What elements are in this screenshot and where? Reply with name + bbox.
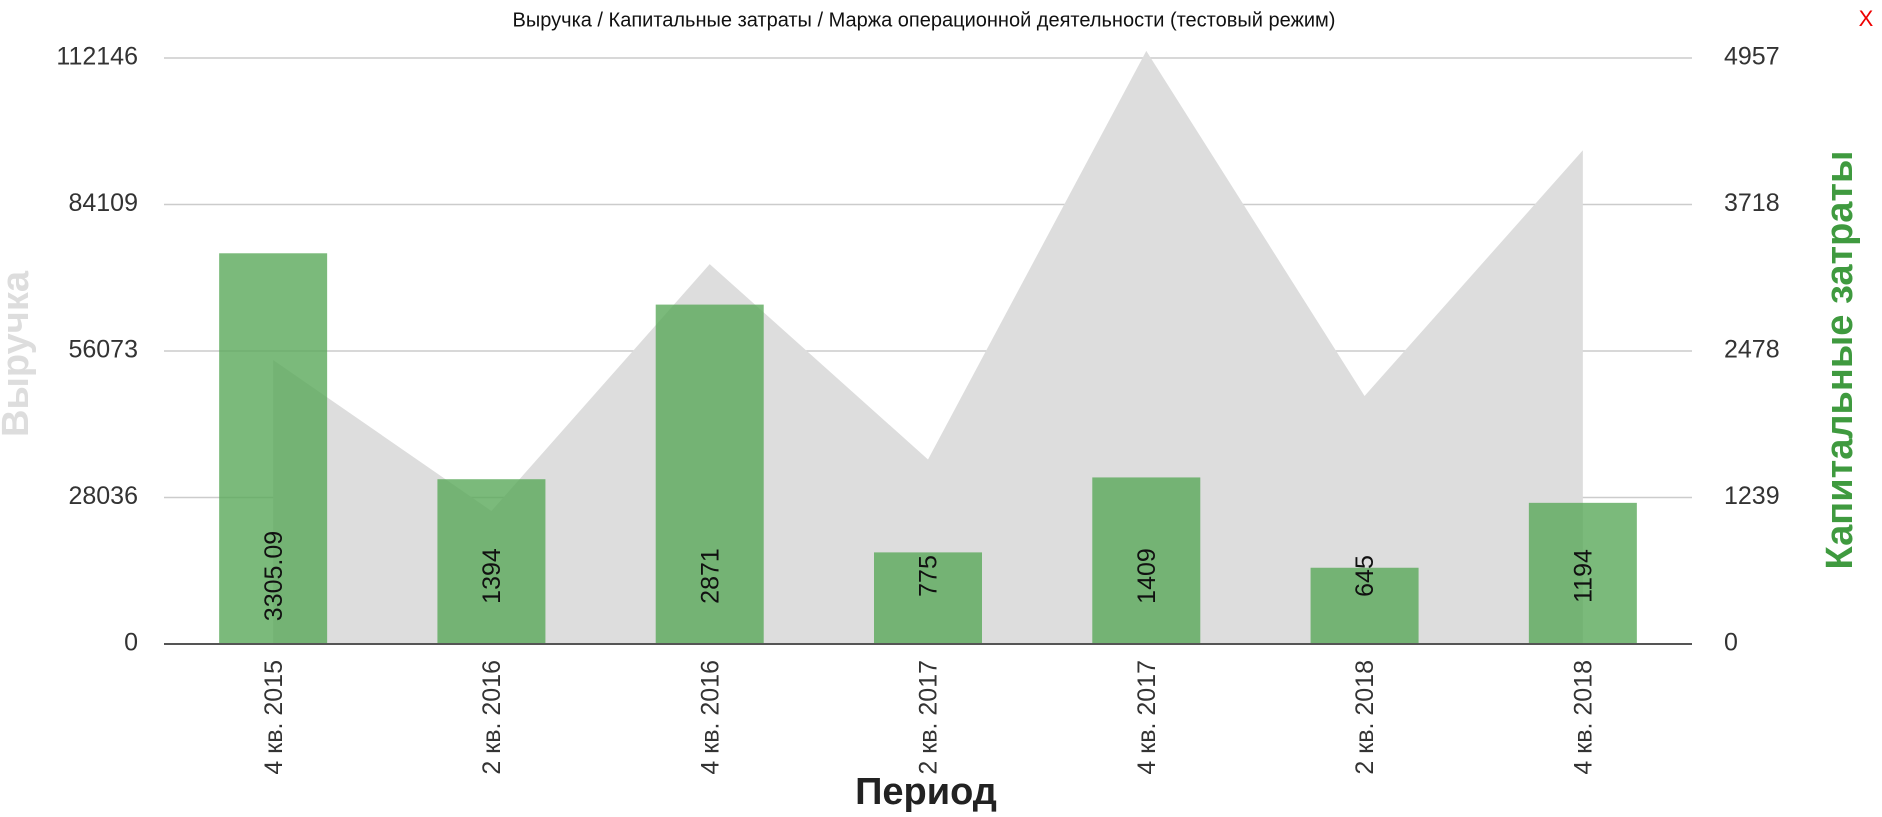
data-label: 3305.09 xyxy=(260,531,288,621)
data-label: 775 xyxy=(915,555,943,597)
data-label: 645 xyxy=(1351,555,1379,597)
y2-axis-title: Капитальные затраты xyxy=(1819,151,1861,570)
bar xyxy=(1528,502,1637,644)
y-tick-label: 112146 xyxy=(56,43,138,71)
y2-tick-label: 4957 xyxy=(1724,43,1780,71)
data-label: 1194 xyxy=(1569,549,1597,603)
y-axis-title: Выручка xyxy=(0,270,37,437)
x-axis-title: Период xyxy=(855,771,997,813)
x-tick-label: 4 кв. 2015 xyxy=(260,660,288,775)
y-tick-label: 28036 xyxy=(68,482,138,510)
bar xyxy=(874,552,982,644)
y2-tick-label: 1239 xyxy=(1724,482,1780,510)
x-tick-label: 2 кв. 2017 xyxy=(915,660,943,775)
bar xyxy=(437,479,546,644)
y2-tick-label: 3718 xyxy=(1724,189,1780,217)
bar xyxy=(1310,567,1419,644)
y2-tick-label: 0 xyxy=(1724,629,1738,657)
x-tick-label: 4 кв. 2018 xyxy=(1569,660,1597,775)
x-tick-label: 4 кв. 2017 xyxy=(1133,660,1161,775)
x-tick-label: 4 кв. 2016 xyxy=(696,660,724,775)
y2-tick-label: 2478 xyxy=(1724,336,1780,364)
bar xyxy=(219,253,328,644)
bar xyxy=(1092,477,1201,644)
x-tick-label: 2 кв. 2018 xyxy=(1351,660,1379,775)
data-label: 1409 xyxy=(1133,548,1161,604)
y-tick-label: 56073 xyxy=(68,336,138,364)
y-tick-label: 84109 xyxy=(68,189,138,217)
data-label: 1394 xyxy=(478,548,506,604)
close-button[interactable]: X xyxy=(1859,6,1874,31)
chart-title: Выручка / Капитальные затраты / Маржа оп… xyxy=(513,9,1336,31)
x-tick-label: 2 кв. 2016 xyxy=(478,660,506,775)
area xyxy=(273,50,1583,644)
bar xyxy=(655,304,764,644)
data-label: 2871 xyxy=(696,548,724,604)
y-tick-label: 0 xyxy=(124,629,138,657)
